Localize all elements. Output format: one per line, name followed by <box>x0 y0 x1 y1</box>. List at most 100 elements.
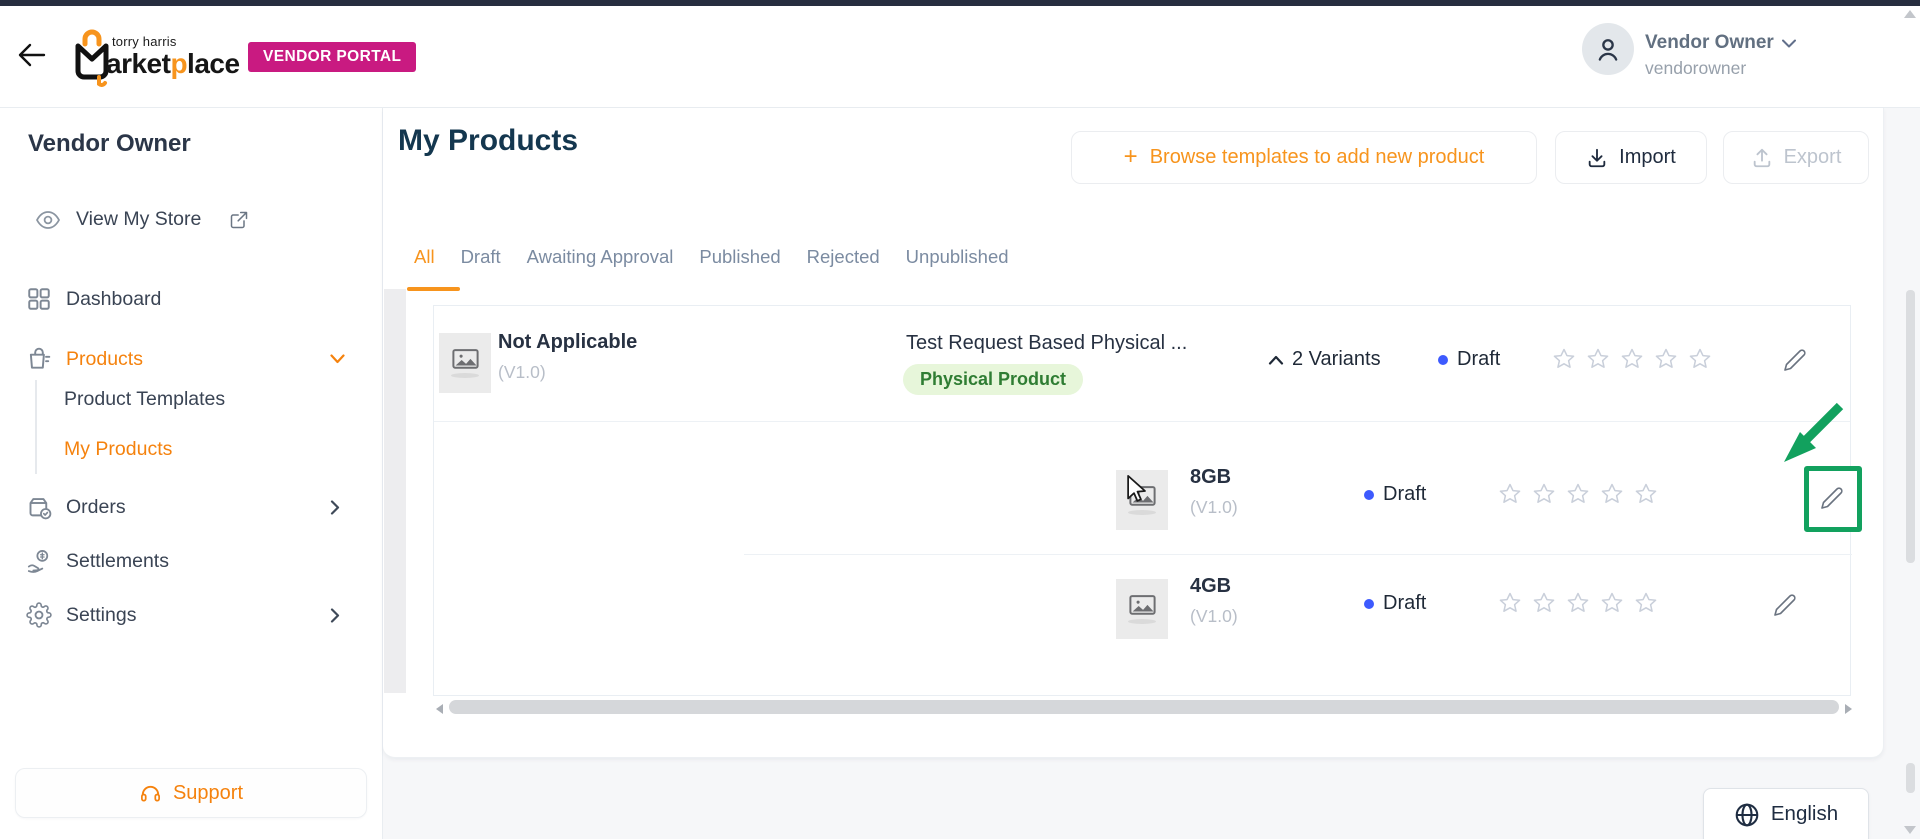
back-button[interactable] <box>14 40 50 72</box>
placeholder-shadow <box>1128 509 1156 515</box>
edit-variant-button[interactable] <box>1820 486 1846 512</box>
browse-templates-button[interactable]: + Browse templates to add new product <box>1071 131 1537 184</box>
back-arrow-icon <box>18 43 46 67</box>
sidebar-item-my-products[interactable]: My Products <box>64 438 173 460</box>
scrollbar-up-arrow[interactable] <box>1904 10 1916 18</box>
variant-image-placeholder <box>1116 470 1168 530</box>
product-type-badge: Physical Product <box>903 364 1084 395</box>
star-icon <box>1567 592 1589 612</box>
annotation-arrow-icon <box>1784 402 1844 462</box>
star-icon <box>1601 483 1623 503</box>
avatar[interactable] <box>1582 23 1634 75</box>
sidebar-item-settings[interactable]: Settings <box>0 598 383 632</box>
table-vertical-scrollbar[interactable] <box>384 289 406 693</box>
headset-icon <box>140 785 160 802</box>
star-icon <box>1533 592 1555 612</box>
placeholder-shadow <box>1128 618 1156 624</box>
tab-unpublished[interactable]: Unpublished <box>905 246 1009 267</box>
product-name: Not Applicable <box>498 331 638 353</box>
language-button[interactable]: English <box>1703 788 1869 839</box>
sidebar-item-orders[interactable]: Orders <box>0 490 383 524</box>
tab-awaiting-approval[interactable]: Awaiting Approval <box>526 246 674 267</box>
brand-suffix: lace <box>187 48 240 79</box>
horizontal-scrollbar-thumb[interactable] <box>449 700 1839 714</box>
sidebar-item-label: Orders <box>66 495 126 518</box>
status-tabs: All Draft Awaiting Approval Published Re… <box>414 246 1009 268</box>
image-placeholder-icon <box>1128 594 1156 615</box>
star-icon <box>1635 592 1657 612</box>
export-button[interactable]: Export <box>1723 131 1869 184</box>
tab-draft[interactable]: Draft <box>460 246 501 267</box>
tab-published[interactable]: Published <box>699 246 781 267</box>
my-products-card: My Products + Browse templates to add ne… <box>383 108 1884 758</box>
product-version: (V1.0) <box>498 362 546 382</box>
star-icon <box>1601 592 1623 612</box>
chevron-up-icon <box>1268 355 1284 365</box>
pencil-icon <box>1784 349 1806 371</box>
star-icon <box>1635 483 1657 503</box>
edit-product-button[interactable] <box>1783 348 1809 374</box>
view-my-store-link[interactable]: View My Store <box>36 208 249 231</box>
download-icon <box>1588 148 1606 167</box>
vertical-scrollbar-thumb[interactable] <box>1906 290 1915 563</box>
subnav-indent-line <box>35 380 37 474</box>
products-bag-icon <box>29 347 51 369</box>
browse-templates-label: Browse templates to add new product <box>1149 146 1485 168</box>
star-icon <box>1567 483 1589 503</box>
star-icon <box>1533 483 1555 503</box>
active-tab-underline <box>407 287 460 291</box>
image-placeholder-icon <box>451 348 479 369</box>
variant-version: (V1.0) <box>1190 606 1238 626</box>
status-badge: Draft <box>1438 348 1500 371</box>
variant-row-divider <box>744 554 1852 555</box>
tab-rejected[interactable]: Rejected <box>806 246 880 267</box>
products-table: Not Applicable (V1.0) Test Request Based… <box>433 305 1862 696</box>
settlements-payout-icon <box>27 549 49 573</box>
gear-icon <box>26 602 52 628</box>
variant-name: 8GB <box>1190 466 1232 488</box>
star-icon <box>1689 348 1711 368</box>
hscroll-right-arrow[interactable] <box>1845 704 1852 714</box>
edit-variant-button[interactable] <box>1773 593 1799 619</box>
star-icon <box>1621 348 1643 368</box>
sidebar-item-settlements[interactable]: Settlements <box>0 544 383 578</box>
user-role-menu[interactable]: Vendor Owner <box>1645 32 1796 54</box>
rating-stars <box>1498 591 1658 615</box>
sidebar: Vendor Owner View My Store Dashboard <box>0 108 383 839</box>
page-title: My Products <box>398 124 579 157</box>
tab-all[interactable]: All <box>414 246 435 267</box>
import-button[interactable]: Import <box>1555 131 1707 184</box>
sidebar-item-product-templates[interactable]: Product Templates <box>64 388 226 410</box>
variants-toggle[interactable]: 2 Variants <box>1268 348 1381 371</box>
sidebar-item-label: Products <box>66 347 143 370</box>
sidebar-item-products[interactable]: Products <box>0 342 383 376</box>
import-label: Import <box>1619 146 1676 168</box>
annotation-highlight-box <box>1804 466 1862 532</box>
status-badge: Draft <box>1364 483 1426 506</box>
navbar: torry harris arketplace VENDOR PORTAL Ve… <box>0 6 1920 108</box>
hscroll-left-arrow[interactable] <box>436 704 443 714</box>
eye-icon <box>36 210 60 229</box>
status-label: Draft <box>1383 592 1427 614</box>
star-icon <box>1553 348 1575 368</box>
variants-count-label: 2 Variants <box>1292 348 1381 370</box>
person-icon <box>1598 39 1618 61</box>
product-image-placeholder <box>439 333 491 393</box>
brand-prefix: arket <box>106 48 171 79</box>
sidebar-item-dashboard[interactable]: Dashboard <box>0 282 383 316</box>
brand-accent-letter: p <box>170 48 188 79</box>
brand-tagline: torry harris <box>112 34 177 49</box>
variant-image-placeholder <box>1116 579 1168 639</box>
dashboard-grid-icon <box>28 288 50 310</box>
sidebar-item-label: Settlements <box>66 549 169 572</box>
export-label: Export <box>1783 146 1842 168</box>
chevron-down-icon <box>1781 39 1796 47</box>
status-label: Draft <box>1457 348 1501 370</box>
username-label: vendorowner <box>1645 58 1747 78</box>
scrollbar-down-arrow[interactable] <box>1904 826 1916 834</box>
star-icon <box>1587 348 1609 368</box>
support-button[interactable]: Support <box>15 768 367 818</box>
vertical-scrollbar-thumb-lower[interactable] <box>1906 763 1915 793</box>
rating-stars <box>1552 347 1712 371</box>
